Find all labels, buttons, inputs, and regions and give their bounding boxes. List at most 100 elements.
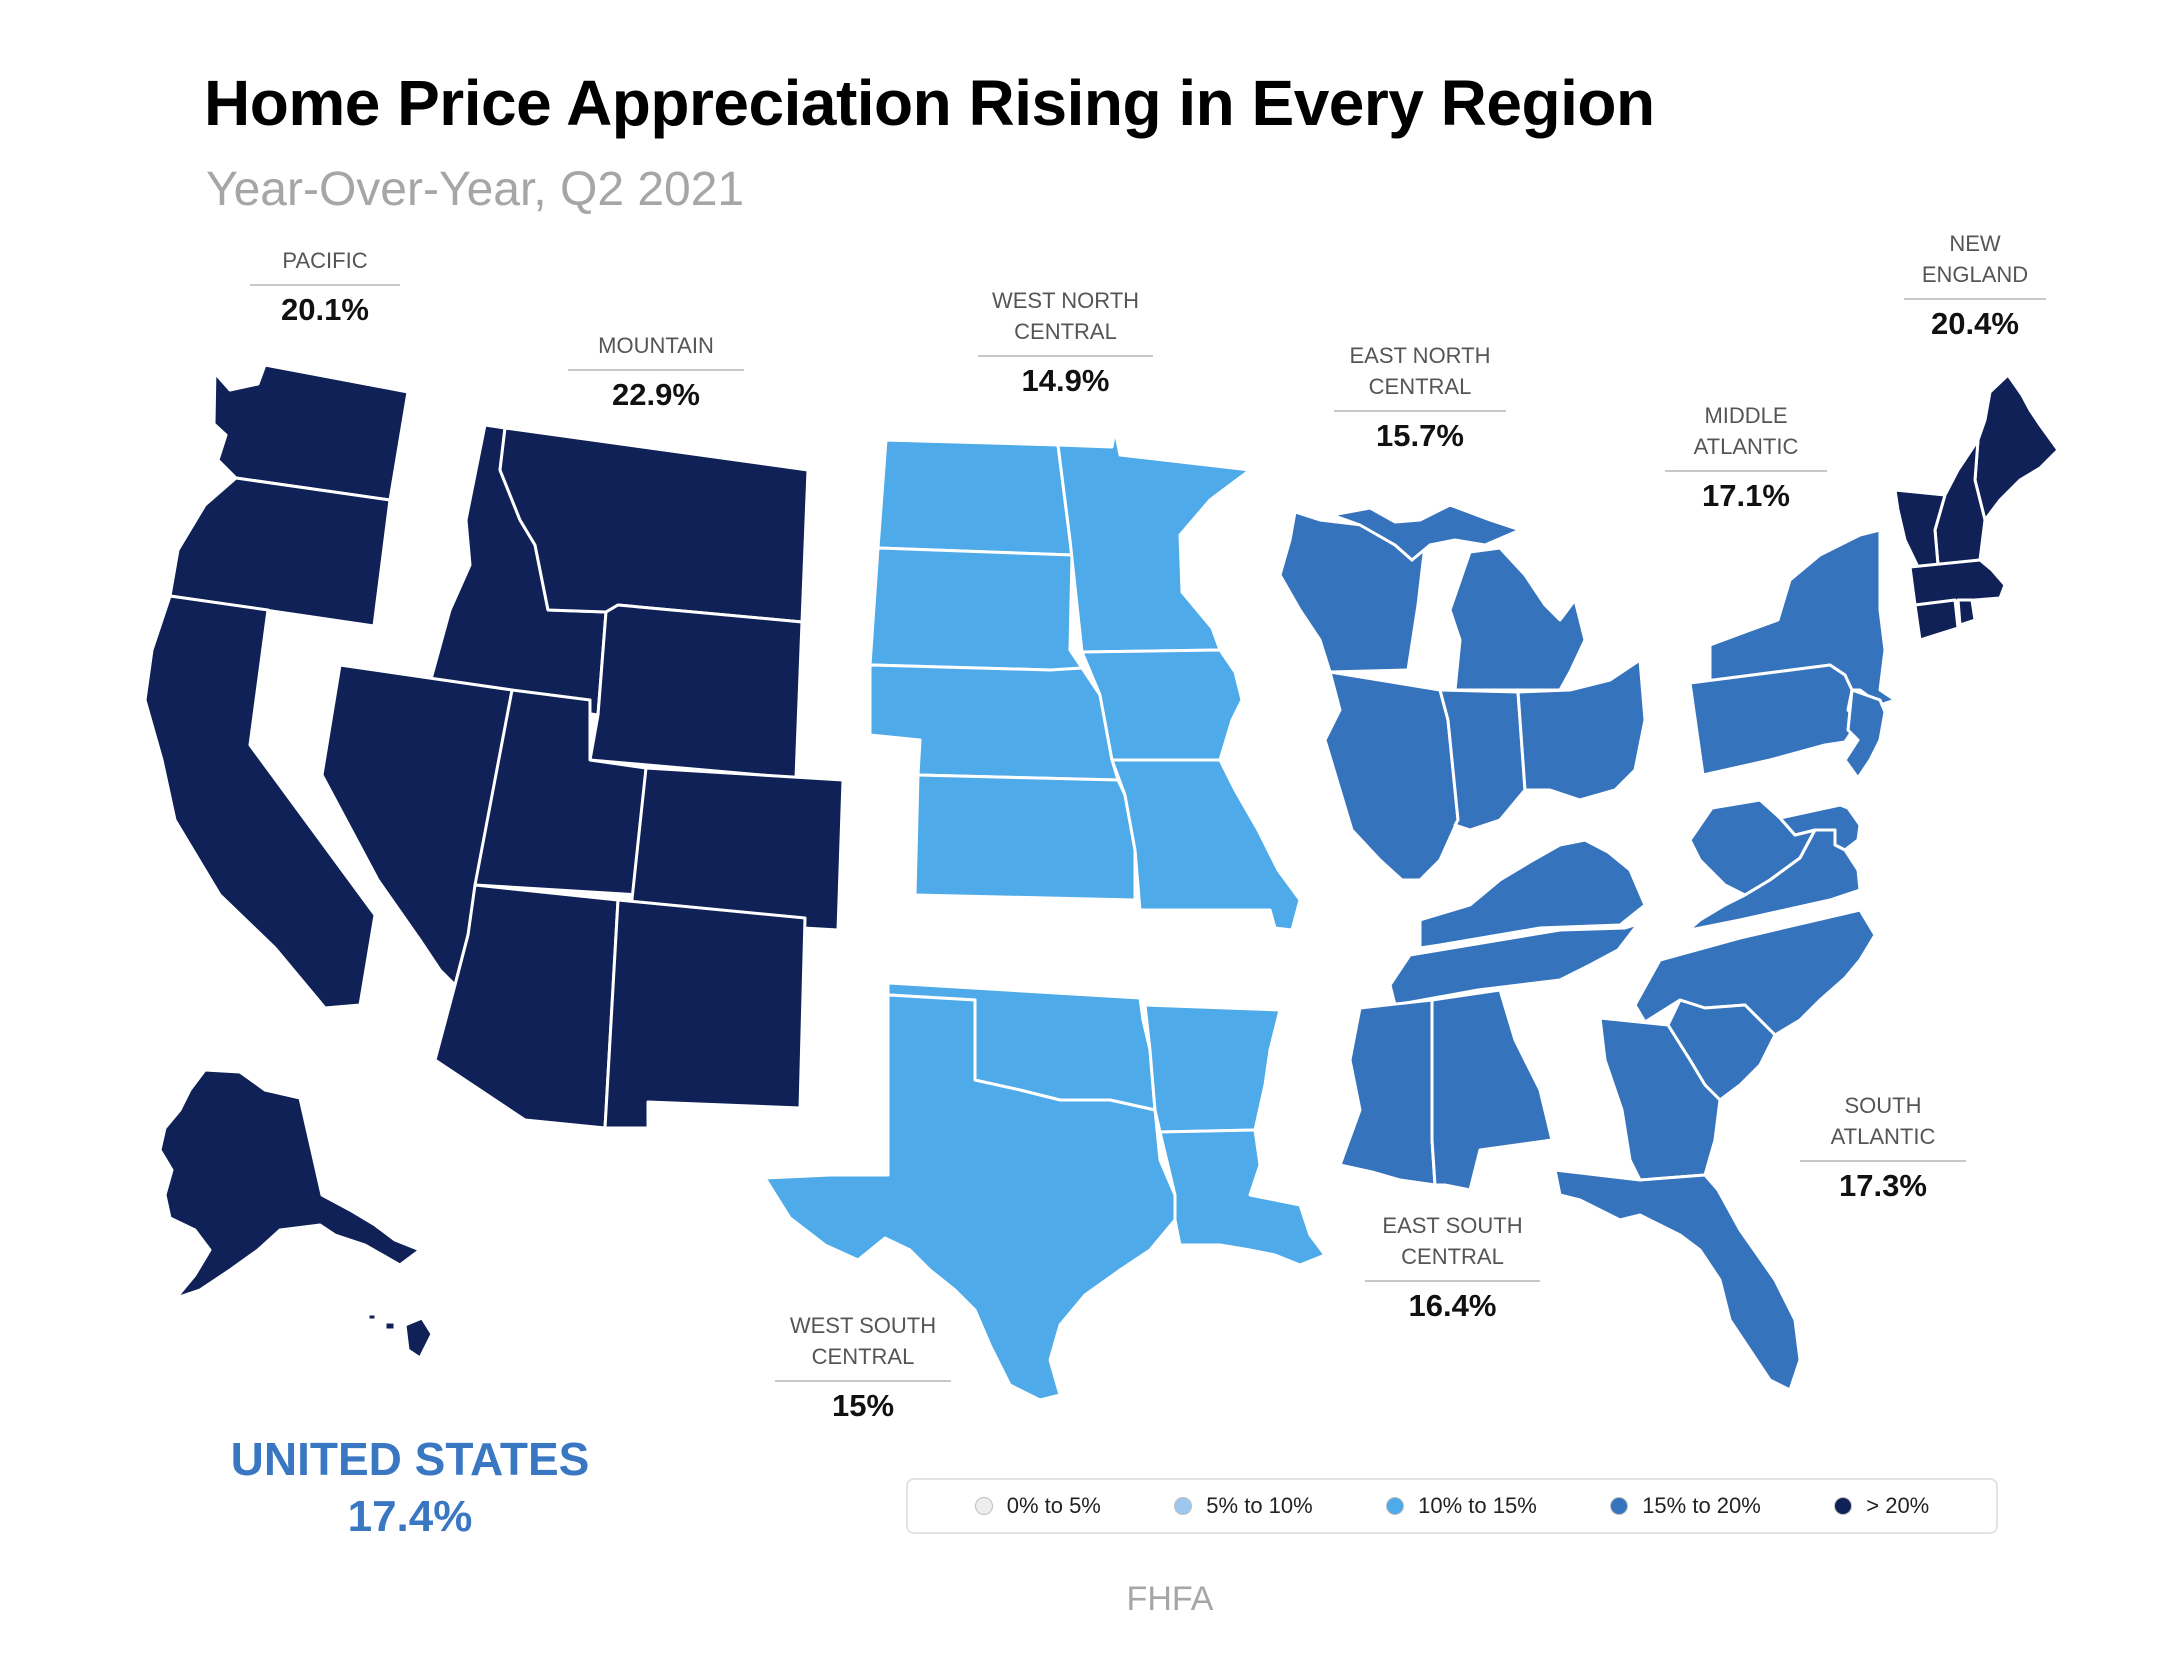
state-florida	[1553, 1168, 1802, 1392]
region-name: EAST NORTH CENTRAL	[1349, 343, 1491, 399]
state-minnesota	[1056, 428, 1252, 654]
state-wyoming	[588, 603, 804, 780]
legend-swatch	[1610, 1497, 1629, 1515]
legend-label: 0% to 5%	[1006, 1493, 1101, 1518]
region-east-south-central-shape	[1338, 838, 1647, 1192]
region-label-west-north-central: WEST NORTH CENTRAL 14.9%	[978, 285, 1153, 399]
united-states-value: 17.4%	[347, 1492, 473, 1541]
source-credit: FHFA	[1126, 1580, 1214, 1618]
region-name: WEST NORTH CENTRAL	[991, 288, 1140, 344]
state-pennsylvania	[1688, 663, 1860, 777]
state-missouri	[1110, 758, 1302, 932]
region-divider	[250, 284, 400, 286]
region-value: 15.7%	[1376, 418, 1464, 453]
state-nebraska	[868, 663, 1120, 782]
united-states-summary: UNITED STATES 17.4%	[220, 1432, 600, 1542]
region-divider	[775, 1380, 951, 1382]
region-label-middle-atlantic: MIDDLE ATLANTIC 17.1%	[1665, 400, 1827, 514]
legend-item: 10% to 15%	[1386, 1493, 1537, 1519]
legend-swatch	[1174, 1497, 1193, 1515]
legend-item: 0% to 5%	[974, 1493, 1101, 1519]
united-states-label: UNITED STATES	[230, 1433, 590, 1485]
region-name: WEST SOUTH CENTRAL	[789, 1313, 937, 1369]
region-new-england-shape	[1893, 373, 2060, 642]
state-new-mexico	[603, 898, 807, 1130]
region-name: EAST SOUTH CENTRAL	[1382, 1213, 1523, 1269]
region-label-south-atlantic: SOUTH ATLANTIC 17.3%	[1800, 1090, 1966, 1204]
region-divider	[1365, 1280, 1540, 1282]
region-divider	[568, 369, 744, 371]
region-value: 20.4%	[1931, 306, 2019, 341]
state-new-jersey	[1843, 688, 1887, 780]
region-east-north-central-shape	[1278, 503, 1647, 882]
region-south-atlantic-shape	[1553, 798, 1877, 1392]
region-pacific-shape	[143, 363, 434, 1360]
legend-label: 5% to 10%	[1206, 1493, 1313, 1518]
state-kentucky	[1418, 838, 1647, 950]
region-value: 17.3%	[1839, 1168, 1927, 1203]
region-divider	[1665, 470, 1827, 472]
region-divider	[978, 355, 1153, 357]
region-middle-atlantic-shape	[1688, 528, 1897, 780]
state-washington	[212, 363, 410, 502]
state-massachusetts	[1908, 558, 2007, 607]
region-name: SOUTH ATLANTIC	[1830, 1093, 1936, 1149]
state-arkansas	[1143, 1003, 1282, 1134]
region-name: PACIFIC	[282, 248, 368, 273]
state-colorado	[628, 766, 845, 932]
state-ohio	[1516, 658, 1647, 802]
region-value: 20.1%	[281, 292, 369, 327]
color-legend: 0% to 5% 5% to 10% 10% to 15% 15% to 20%…	[906, 1478, 1998, 1534]
legend-swatch	[1386, 1497, 1405, 1515]
region-west-south-central-shape	[763, 981, 1327, 1402]
region-name: NEW ENGLAND	[1921, 231, 2029, 287]
region-divider	[1904, 298, 2046, 300]
region-west-north-central-shape	[868, 428, 1302, 932]
region-name: MOUNTAIN	[598, 333, 714, 358]
region-label-east-north-central: EAST NORTH CENTRAL 15.7%	[1334, 340, 1506, 454]
region-value: 17.1%	[1702, 478, 1790, 513]
state-louisiana	[1158, 1128, 1327, 1267]
region-name: MIDDLE ATLANTIC	[1693, 403, 1799, 459]
state-michigan-upper	[1330, 503, 1522, 562]
region-label-west-south-central: WEST SOUTH CENTRAL 15%	[775, 1310, 951, 1424]
region-label-pacific: PACIFIC 20.1%	[250, 245, 400, 328]
region-divider	[1334, 410, 1506, 412]
legend-item: > 20%	[1834, 1493, 1929, 1519]
state-south-dakota	[868, 546, 1084, 674]
state-montana	[498, 426, 810, 624]
region-value: 22.9%	[612, 377, 700, 412]
state-north-dakota	[876, 438, 1074, 557]
state-mississippi	[1338, 998, 1437, 1187]
legend-swatch	[1834, 1497, 1853, 1515]
legend-label: 10% to 15%	[1418, 1493, 1537, 1518]
legend-item: 5% to 10%	[1174, 1493, 1313, 1519]
state-alaska	[158, 1068, 422, 1300]
state-michigan-lower	[1448, 546, 1587, 692]
region-label-mountain: MOUNTAIN 22.9%	[568, 330, 744, 413]
state-georgia	[1598, 1016, 1722, 1182]
state-texas	[763, 993, 1177, 1402]
chart-title: Home Price Appreciation Rising in Every …	[204, 67, 1655, 139]
region-value: 16.4%	[1408, 1288, 1497, 1323]
region-label-new-england: NEW ENGLAND 20.4%	[1904, 228, 2046, 342]
state-alabama	[1430, 988, 1554, 1192]
region-label-east-south-central: EAST SOUTH CENTRAL 16.4%	[1365, 1210, 1540, 1324]
state-iowa	[1080, 648, 1244, 762]
state-maine	[1973, 373, 2060, 522]
state-virginia	[1658, 828, 1862, 957]
state-rhode-island	[1956, 598, 1977, 627]
state-tennessee	[1388, 922, 1640, 1007]
state-connecticut	[1913, 598, 1960, 642]
state-hawaii-islands	[366, 1312, 397, 1332]
chart-subtitle: Year-Over-Year, Q2 2021	[206, 163, 745, 216]
legend-item: 15% to 20%	[1610, 1493, 1761, 1519]
legend-label: 15% to 20%	[1642, 1493, 1761, 1518]
state-california	[143, 594, 377, 1010]
region-value: 14.9%	[1021, 363, 1110, 398]
region-mountain-shape	[320, 423, 845, 1130]
state-hawaii	[403, 1316, 434, 1360]
state-illinois	[1323, 670, 1460, 882]
region-divider	[1800, 1160, 1966, 1162]
